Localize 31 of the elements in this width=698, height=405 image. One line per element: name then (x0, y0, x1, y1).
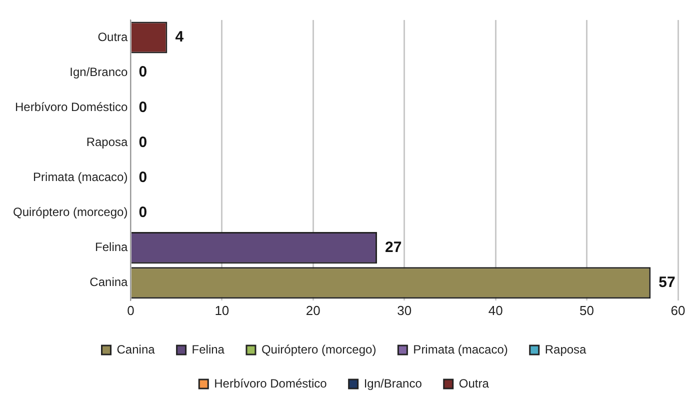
y-tick-label: Canina (90, 275, 128, 290)
data-label: 0 (138, 64, 148, 81)
x-tick-label: 60 (670, 302, 686, 318)
y-tick-label: Outra (98, 30, 128, 44)
legend-label: Primata (macaco) (413, 342, 508, 356)
legend-label: Herbívoro Doméstico (214, 376, 328, 390)
y-tick-label: Quiróptero (morcego) (12, 205, 128, 220)
y-tick-label: Ign/Branco (70, 64, 128, 79)
data-label: 0 (138, 134, 148, 151)
data-label: 0 (138, 98, 148, 116)
x-tick-label: 0 (127, 302, 134, 318)
legend-label: Ign/Branco (364, 376, 422, 390)
legend-label: Felina (192, 342, 225, 356)
legend-label: Outra (458, 376, 490, 390)
x-tick-label: 50 (580, 302, 594, 318)
data-label: 0 (138, 204, 148, 221)
x-tick-label: 10 (214, 302, 230, 318)
y-tick-label: Herbívoro Doméstico (14, 100, 128, 114)
legend-label: Canina (116, 342, 156, 356)
legend-label: Quiróptero (morcego) (261, 342, 376, 356)
data-label: 4 (175, 28, 184, 46)
legend-label: Raposa (544, 342, 587, 356)
data-label: 0 (138, 168, 148, 186)
x-tick-label: 40 (488, 302, 503, 318)
x-tick-label: 20 (306, 302, 320, 318)
y-tick-label: Felina (95, 240, 128, 254)
data-label: 57 (658, 274, 676, 292)
x-tick-label: 30 (397, 302, 412, 318)
y-tick-label: Primata (macaco) (33, 170, 128, 184)
y-tick-label: Raposa (86, 134, 128, 149)
data-label: 27 (384, 238, 402, 256)
